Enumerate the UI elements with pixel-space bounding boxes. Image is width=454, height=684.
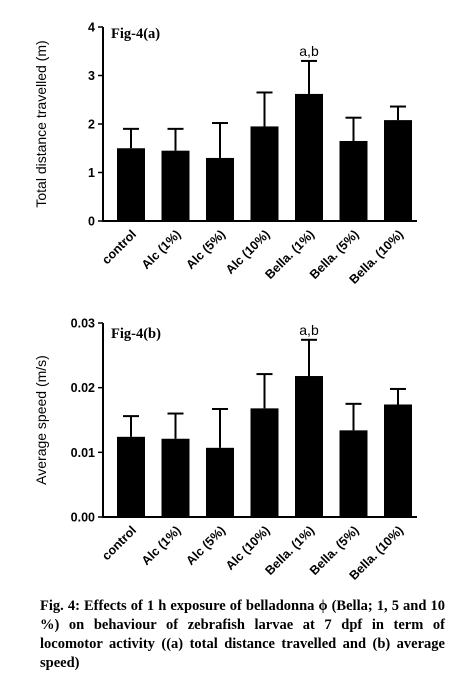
y-tick-label: 3 (88, 69, 95, 83)
bar (206, 447, 234, 517)
bar (384, 404, 412, 517)
panel-label: Fig-4(a) (111, 26, 160, 42)
bar (339, 430, 368, 517)
x-category-label: Alc (5%) (183, 523, 228, 568)
bar (161, 438, 190, 517)
y-tick-label: 4 (88, 21, 95, 35)
bar (250, 126, 279, 221)
bar (384, 120, 412, 221)
panel-label: Fig-4(b) (111, 326, 161, 342)
x-category-label: Alc (1%) (139, 227, 184, 272)
bar (117, 436, 145, 517)
significance-label: a,b (299, 43, 319, 59)
bar (117, 148, 145, 221)
x-category-label: Alc (5%) (183, 227, 228, 272)
y-axis-title: Total distance travelled (m) (33, 40, 49, 207)
x-category-label: Alc (1%) (139, 523, 184, 568)
bar (161, 150, 190, 221)
bar (339, 140, 368, 221)
y-tick-label: 0.02 (71, 381, 95, 395)
y-tick-label: 0.01 (71, 446, 95, 460)
y-tick-label: 0.03 (71, 317, 95, 331)
x-category-label: control (99, 227, 139, 267)
bar (295, 376, 323, 517)
x-category-label: control (99, 523, 139, 563)
y-tick-label: 2 (88, 118, 95, 132)
bar (206, 157, 234, 221)
y-tick-label: 0.00 (71, 511, 95, 525)
y-tick-label: 0 (88, 215, 95, 229)
y-tick-label: 1 (88, 166, 95, 180)
bar (295, 93, 323, 221)
significance-label: a,b (299, 322, 319, 338)
y-axis-title: Average speed (m/s) (33, 355, 49, 485)
figure-caption: Fig. 4: Effects of 1 h exposure of bella… (40, 598, 445, 671)
bar (250, 408, 279, 517)
